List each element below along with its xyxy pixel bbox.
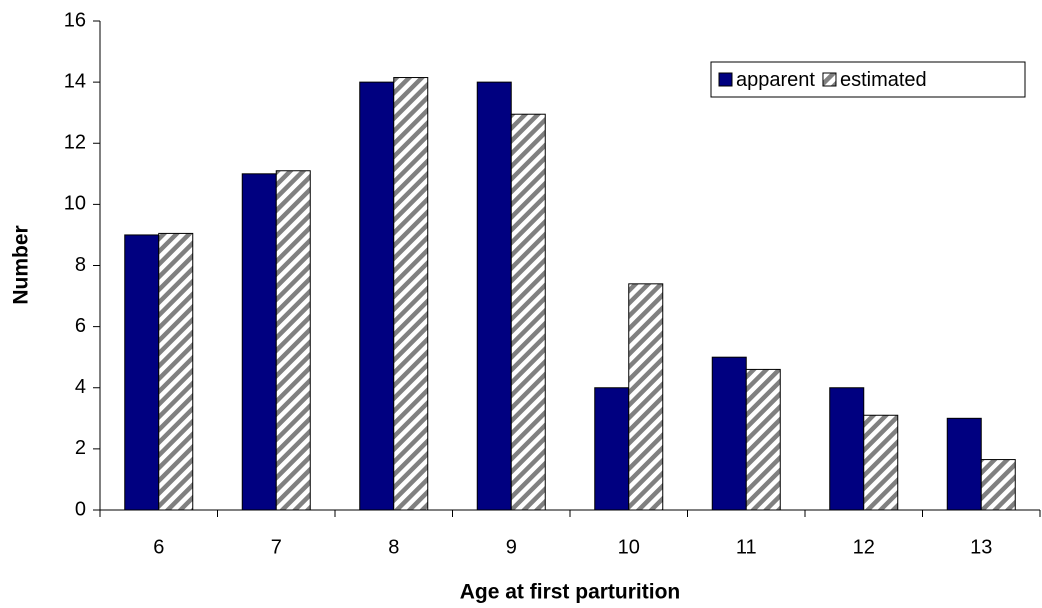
x-tick-label: 9 [506, 536, 517, 558]
legend-swatch [718, 72, 733, 87]
legend-box [710, 61, 1026, 98]
bar [124, 234, 160, 511]
y-tick-label: 12 [64, 132, 86, 154]
bar [476, 81, 512, 511]
x-tick-label: 12 [853, 536, 875, 558]
x-tick-label: 13 [970, 536, 992, 558]
y-tick-label: 10 [64, 193, 86, 215]
y-tick-label: 0 [75, 498, 86, 520]
bar [711, 356, 747, 511]
bar [946, 417, 982, 511]
x-tick-label: 10 [618, 536, 640, 558]
x-tick-label: 8 [388, 536, 399, 558]
legend-label: estimated [840, 69, 927, 91]
x-tick-label: 7 [271, 536, 282, 558]
bar [863, 414, 899, 511]
y-tick-label: 14 [64, 70, 86, 92]
y-tick-label: 2 [75, 437, 86, 459]
bar [628, 283, 664, 511]
bar [158, 232, 194, 511]
x-tick-label: 6 [153, 536, 164, 558]
bar [275, 170, 311, 511]
bar [980, 459, 1016, 511]
legend-label: apparent [736, 69, 815, 91]
y-tick-label: 8 [75, 254, 86, 276]
y-tick-label: 6 [75, 315, 86, 337]
bar [510, 113, 546, 511]
bar [241, 173, 277, 511]
bar [359, 81, 395, 511]
bar [393, 77, 429, 511]
bar [594, 387, 630, 511]
bar [829, 387, 865, 511]
y-tick-label: 4 [75, 376, 86, 398]
y-tick-label: 16 [64, 9, 86, 31]
bar [745, 368, 781, 511]
legend-swatch [822, 72, 837, 87]
y-axis-title: Number [10, 225, 33, 304]
x-tick-label: 11 [736, 536, 757, 558]
x-axis-title: Age at first parturition [460, 581, 681, 604]
